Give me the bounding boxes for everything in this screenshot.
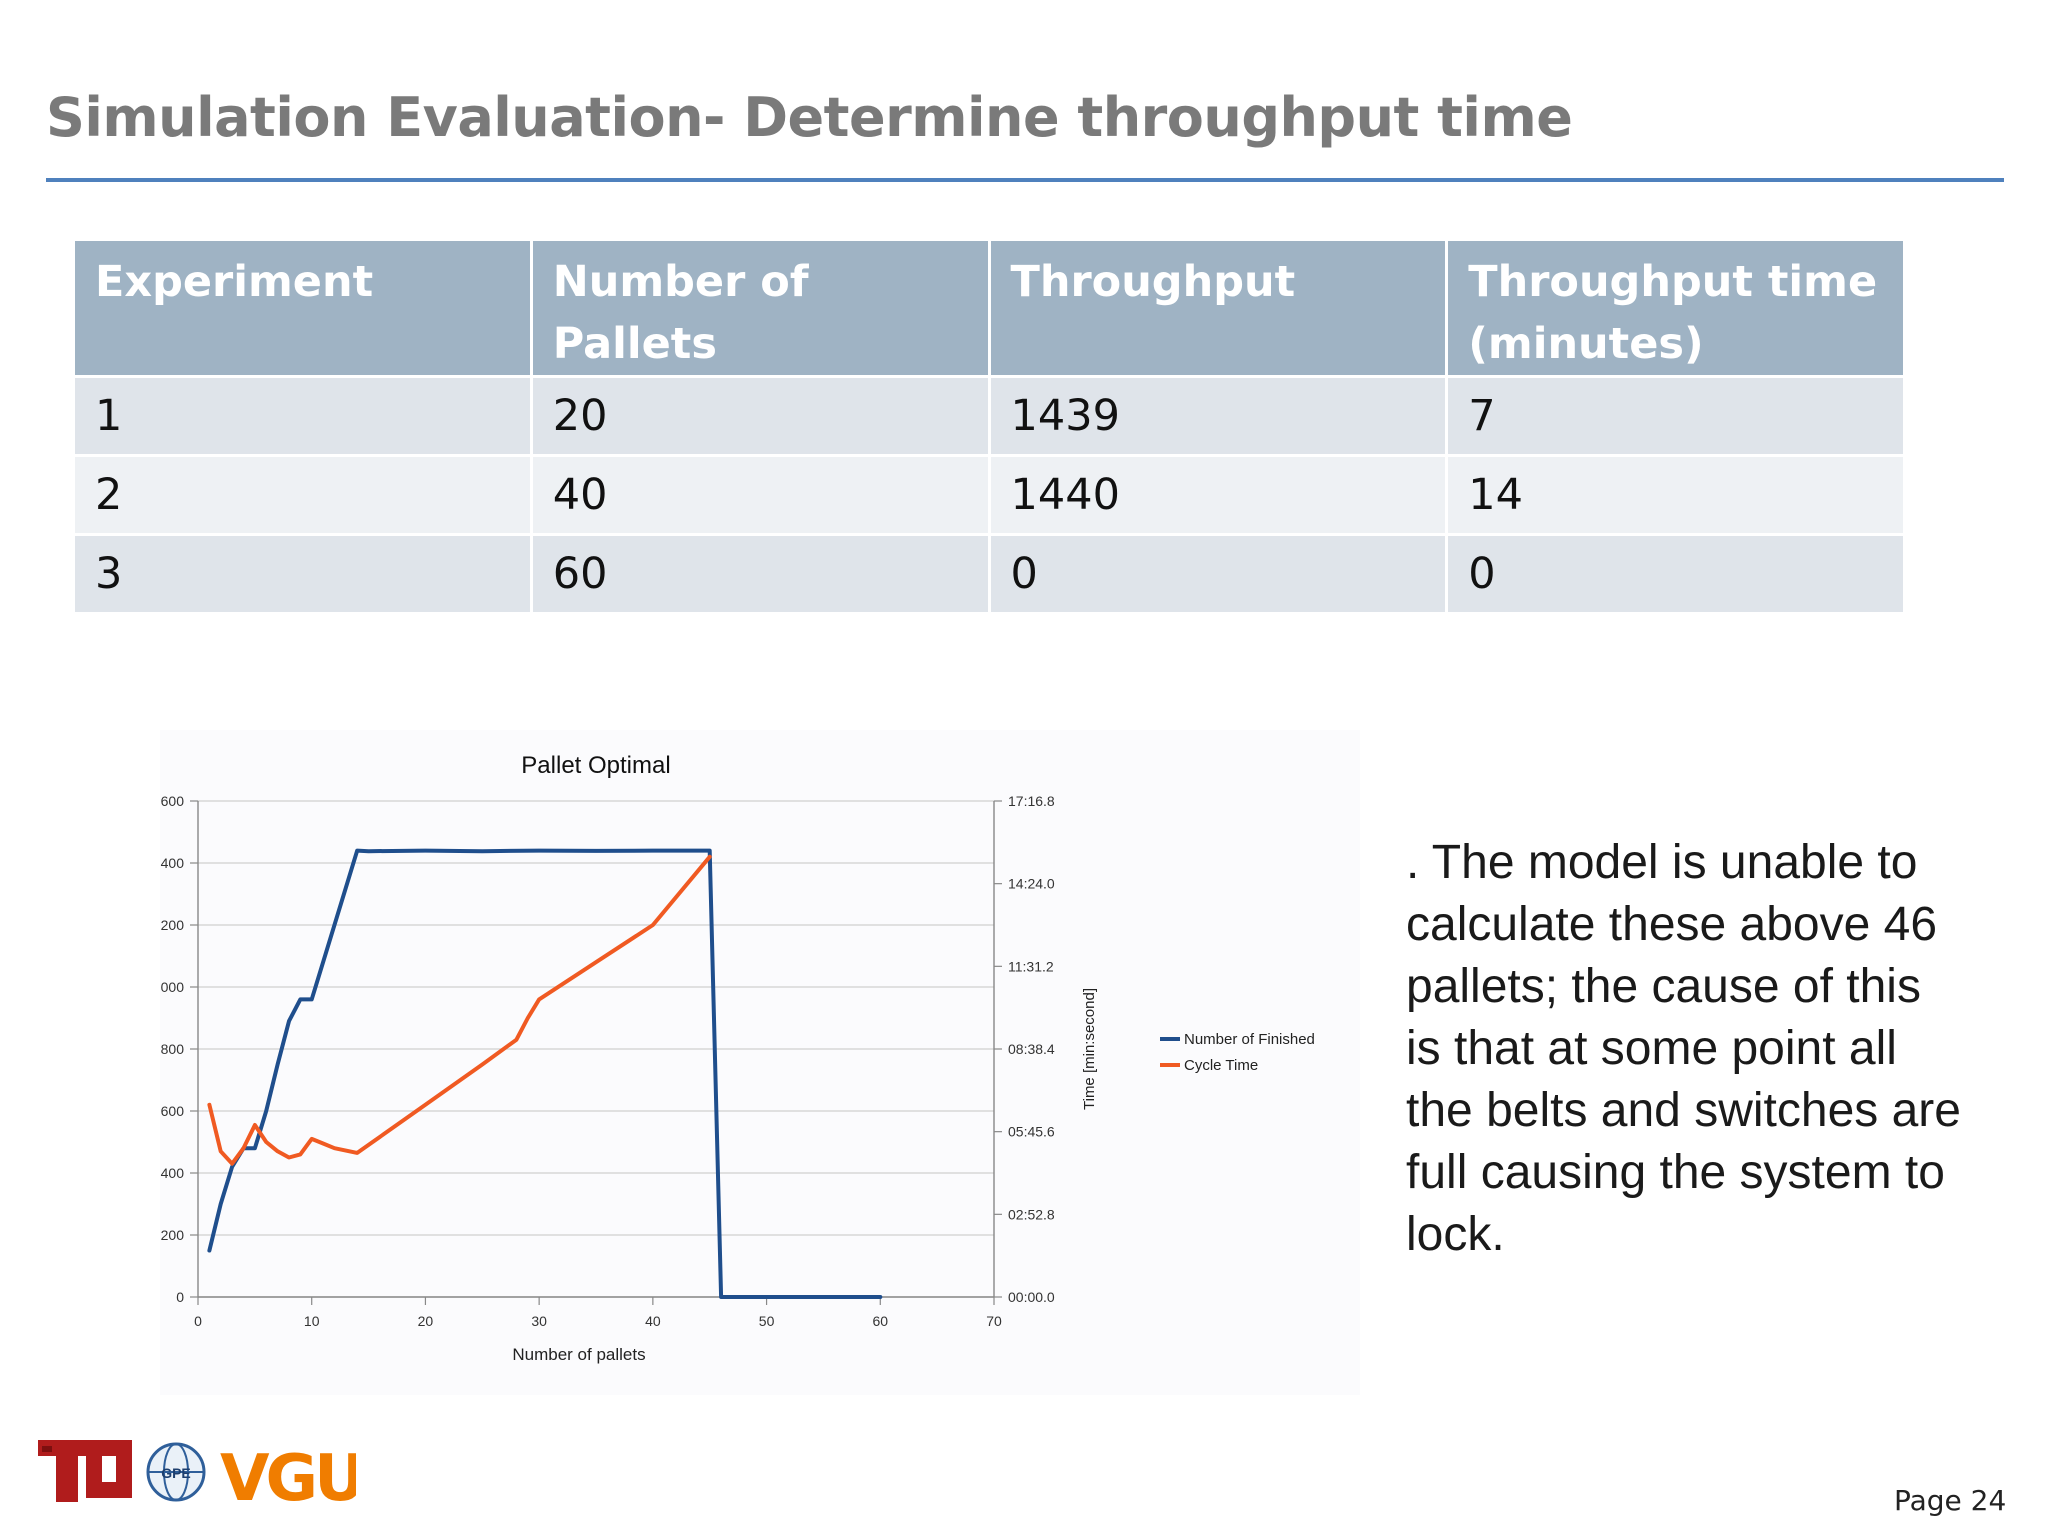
cell-pallets: 40 <box>529 454 991 536</box>
tu-logo-shade <box>42 1446 52 1452</box>
x-tick-label: 50 <box>759 1313 775 1329</box>
y-tick-label: 1600 <box>160 793 184 809</box>
y-tick-label: 0 <box>176 1289 184 1305</box>
cell-pallets: 20 <box>529 375 991 457</box>
tu-logo <box>38 1440 132 1502</box>
x-tick-label: 10 <box>304 1313 320 1329</box>
chart-panel: Pallet Optimal02004006008001000120014001… <box>160 730 1360 1395</box>
y2-axis-label: Time [min:second] <box>1081 988 1098 1110</box>
y2-tick-label: 17:16.8 <box>1008 793 1055 809</box>
x-axis-label: Number of pallets <box>512 1345 645 1364</box>
y2-tick-label: 08:38.4 <box>1008 1041 1055 1057</box>
y2-tick-label: 00:00.0 <box>1008 1289 1055 1305</box>
cell-throughput: 1439 <box>987 375 1449 457</box>
x-tick-label: 60 <box>872 1313 888 1329</box>
header-throughput: Throughput <box>987 238 1449 378</box>
y-tick-label: 400 <box>161 1165 185 1181</box>
x-tick-label: 20 <box>418 1313 434 1329</box>
y-tick-label: 1000 <box>160 979 184 995</box>
series-line-cycle-time <box>207 854 712 1166</box>
tu-logo-u-left <box>86 1440 102 1490</box>
y2-tick-label: 02:52.8 <box>1008 1206 1055 1222</box>
y-tick-label: 600 <box>161 1103 185 1119</box>
cell-throughput: 0 <box>987 533 1449 615</box>
cell-throughput: 1440 <box>987 454 1449 536</box>
y-tick-label: 200 <box>161 1227 185 1243</box>
results-table: Experiment Number of Pallets Throughput … <box>72 238 1906 615</box>
tu-logo-u-right <box>116 1440 132 1490</box>
table-header-row: Experiment Number of Pallets Throughput … <box>72 238 1906 378</box>
gpe-label: GPE <box>161 1465 191 1481</box>
table-row: 1 20 1439 7 <box>72 375 1906 457</box>
chart-title: Pallet Optimal <box>521 752 670 779</box>
cell-throughput-time: 0 <box>1445 533 1906 615</box>
logo-bar: GPE VGU <box>36 1430 366 1516</box>
x-tick-label: 0 <box>194 1313 202 1329</box>
header-throughput-time: Throughput time (minutes) <box>1445 238 1906 378</box>
title-divider <box>46 178 2004 182</box>
cell-throughput-time: 14 <box>1445 454 1906 536</box>
series-line-number-of-finished <box>207 848 883 1299</box>
gpe-globe-logo: GPE <box>146 1442 206 1502</box>
y2-tick-label: 05:45.6 <box>1008 1124 1055 1140</box>
legend-label-number-of-finished: Number of Finished <box>1184 1031 1315 1048</box>
cell-throughput-time: 7 <box>1445 375 1906 457</box>
pallet-optimal-chart: Pallet Optimal02004006008001000120014001… <box>160 752 1315 1364</box>
y2-tick-label: 11:31.2 <box>1008 958 1054 974</box>
logo-bar-graphic: GPE VGU <box>38 1440 366 1516</box>
cell-experiment: 2 <box>72 454 533 536</box>
y-tick-label: 800 <box>161 1041 185 1057</box>
table-row: 3 60 0 0 <box>72 533 1906 615</box>
table-row: 2 40 1440 14 <box>72 454 1906 536</box>
x-tick-label: 40 <box>645 1313 661 1329</box>
cell-experiment: 1 <box>72 375 533 457</box>
vgu-logo: VGU <box>220 1442 356 1510</box>
y-tick-label: 1200 <box>160 917 184 933</box>
x-tick-label: 30 <box>531 1313 547 1329</box>
explanation-note: . The model is unable to calculate these… <box>1406 836 1961 1261</box>
tu-logo-stem <box>56 1440 78 1502</box>
cell-experiment: 3 <box>72 533 533 615</box>
tu-logo-u-base <box>86 1482 132 1498</box>
y2-tick-label: 14:24.0 <box>1008 876 1055 892</box>
header-number-of-pallets: Number of Pallets <box>529 238 991 378</box>
header-experiment: Experiment <box>72 238 533 378</box>
cell-pallets: 60 <box>529 533 991 615</box>
slide-title: Simulation Evaluation- Determine through… <box>46 86 1573 149</box>
x-tick-label: 70 <box>986 1313 1002 1329</box>
y-tick-label: 1400 <box>160 855 184 871</box>
page-number: Page 24 <box>1894 1484 2007 1517</box>
legend-label-cycle-time: Cycle Time <box>1184 1057 1258 1074</box>
